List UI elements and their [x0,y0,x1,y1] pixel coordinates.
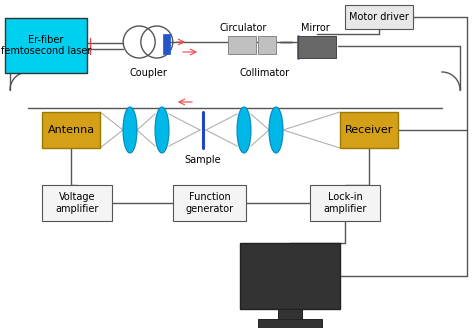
Text: Lock-in
amplifier: Lock-in amplifier [323,192,367,214]
Bar [298,36,336,58]
Bar [340,112,398,148]
Bar [278,309,302,321]
Text: Function
generator: Function generator [185,192,234,214]
Bar [228,36,256,54]
Ellipse shape [123,107,137,153]
Bar [163,34,170,54]
Bar [173,185,246,221]
Text: Collimator: Collimator [240,68,290,78]
Text: Motor driver: Motor driver [349,12,409,22]
Bar [5,18,87,73]
Text: Antenna: Antenna [48,125,95,135]
Text: Mirror: Mirror [301,23,329,33]
Text: Voltage
amplifier: Voltage amplifier [55,192,99,214]
Bar [42,185,112,221]
Text: Circulator: Circulator [219,23,266,33]
Bar [240,243,340,309]
Text: Er-fiber
femtosecond laser: Er-fiber femtosecond laser [1,35,91,56]
Bar [42,112,100,148]
Ellipse shape [155,107,169,153]
Bar [310,185,380,221]
Ellipse shape [269,107,283,153]
Ellipse shape [237,107,251,153]
Bar [345,5,413,29]
Text: Coupler: Coupler [129,68,167,78]
Text: Receiver: Receiver [345,125,393,135]
Text: Sample: Sample [185,155,221,165]
Bar [258,36,276,54]
Bar [258,319,322,328]
